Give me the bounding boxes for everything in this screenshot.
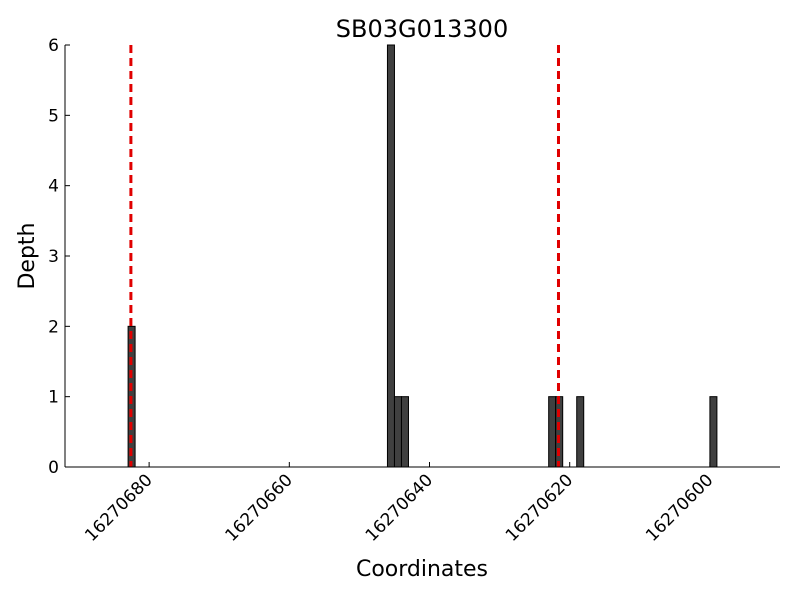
y-tick-label: 6: [48, 36, 59, 56]
y-axis-label: Depth: [15, 222, 40, 289]
y-tick-label: 3: [48, 247, 59, 267]
y-tick-label: 5: [48, 106, 59, 126]
bar: [709, 396, 718, 468]
x-tick-label: 16270680: [81, 470, 156, 545]
bar: [548, 396, 557, 468]
x-tick-label: 16270620: [502, 470, 577, 545]
bar: [555, 396, 564, 468]
y-tick-label: 0: [48, 458, 59, 478]
bar: [386, 44, 395, 468]
bar: [400, 396, 409, 468]
bar: [393, 396, 402, 468]
y-tick-label: 4: [48, 177, 59, 197]
y-tick-label: 2: [48, 317, 59, 337]
bar: [576, 396, 585, 468]
x-axis-label: Coordinates: [356, 557, 488, 582]
chart-title: SB03G013300: [336, 15, 508, 43]
y-tick-label: 1: [48, 388, 59, 408]
x-tick-label: 16270600: [642, 470, 717, 545]
x-tick-label: 16270640: [362, 470, 437, 545]
x-tick-label: 16270660: [222, 470, 297, 545]
